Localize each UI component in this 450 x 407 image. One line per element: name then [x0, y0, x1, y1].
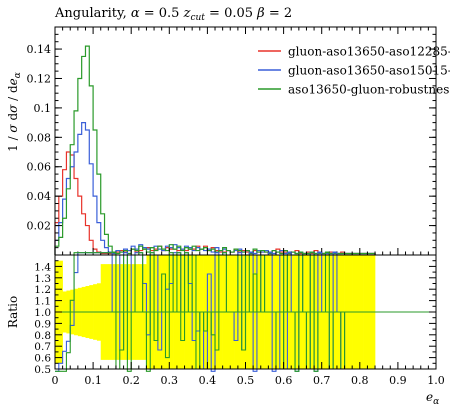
y-tick-label: 0.02: [27, 220, 52, 233]
legend-label: aso13650-gluon-robustness: [288, 83, 450, 97]
x-tick-label: 1.0: [427, 374, 445, 387]
ratio-tick-label: 0.6: [34, 353, 51, 365]
chart-title: Angularity, α = 0.5 zcut = 0.05 β = 2: [54, 6, 292, 23]
series-line-2: [54, 122, 376, 255]
ratio-tick-label: 0.9: [34, 318, 51, 330]
y-tick-label: 0.08: [27, 131, 52, 144]
x-tick-label: 0.1: [84, 374, 102, 387]
legend: gluon-aso13650-aso12285-j gluon-aso13650-…: [258, 45, 450, 97]
x-tick-label: 0.4: [199, 374, 217, 387]
series-line-3: [54, 45, 376, 255]
legend-label: gluon-aso13650-aso12285-j: [288, 45, 450, 59]
legend-label: gluon-aso13650-aso15015-j: [288, 64, 450, 78]
y-tick-label: 0.06: [27, 161, 52, 174]
x-axis-label: eα: [426, 390, 439, 407]
ratio-line-3: [55, 252, 376, 372]
x-tick-label: 0.5: [237, 374, 255, 387]
x-tick-label: 0.6: [275, 374, 293, 387]
y-tick-label: 0.12: [27, 72, 52, 85]
x-tick-label: 0.2: [122, 374, 140, 387]
x-tick-label: 0.7: [313, 374, 331, 387]
x-tick-label: 0: [52, 374, 59, 387]
ratio-tick-label: 1.2: [34, 284, 51, 296]
main-panel: 0.02 0.04 0.06 0.08 0.1 0.12 0.14: [27, 26, 437, 256]
ratio-tick-label: 1.1: [34, 296, 51, 308]
ratio-tick-label: 0.8: [34, 330, 51, 342]
y-tick-label: 0.04: [27, 190, 52, 203]
ratio-tick-label: 0.5: [34, 364, 51, 376]
ratio-tick-label: 1.4: [34, 261, 51, 273]
x-tick-label: 0.3: [161, 374, 179, 387]
ratio-tick-label: 1.0: [34, 307, 51, 319]
ratio-y-axis-label: Ratio: [6, 296, 20, 328]
ratio-panel: 0.50.60.70.80.91.01.11.21.31.40 0.1 0.2 0.3…: [34, 252, 445, 387]
y-tick-label: 0.14: [27, 43, 52, 56]
y-tick-label: 0.1: [34, 102, 52, 115]
ratio-tick-label: 1.3: [34, 273, 51, 285]
x-tick-label: 0.8: [351, 374, 369, 387]
x-tick-label: 0.9: [389, 374, 407, 387]
y-axis-label: 1 / σ dσ / deα: [6, 72, 23, 152]
series-line-1: [54, 151, 376, 255]
ratio-tick-label: 0.7: [34, 341, 51, 353]
main-frame: [54, 26, 437, 256]
